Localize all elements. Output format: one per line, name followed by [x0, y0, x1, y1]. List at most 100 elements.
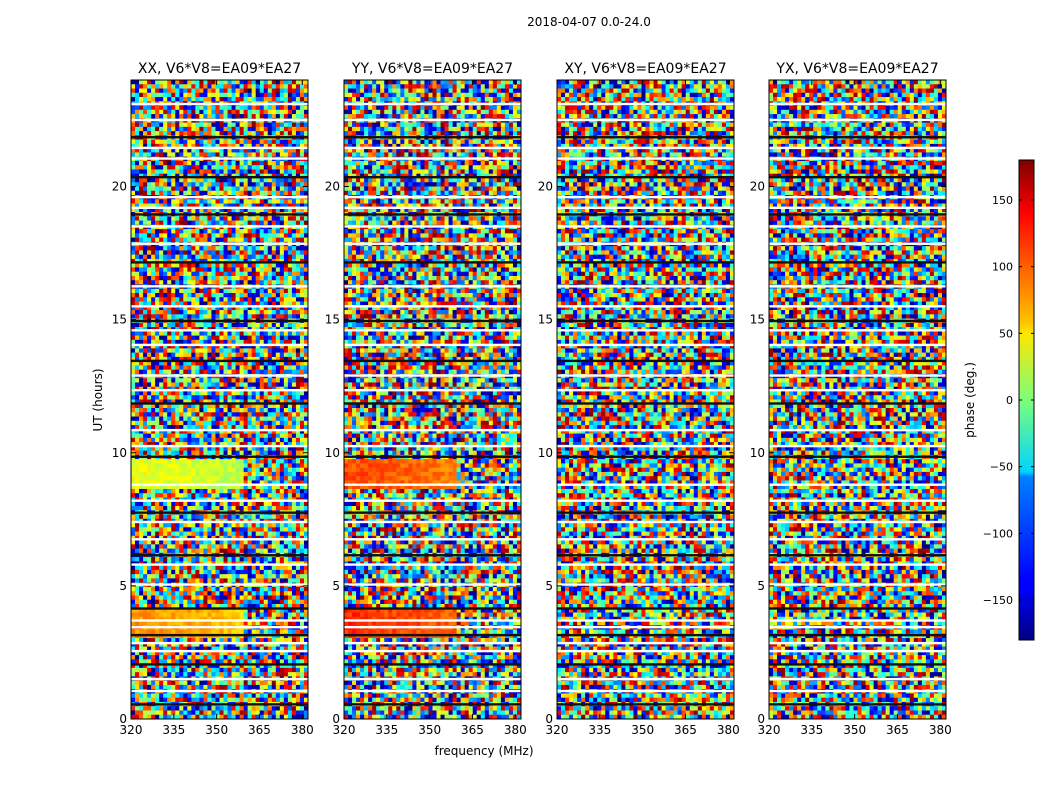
- heatmap-cell: [131, 169, 136, 175]
- heatmap-cell: [255, 429, 261, 434]
- heatmap-cell: [131, 352, 136, 358]
- heatmap-cell: [251, 263, 256, 268]
- heatmap-cell: [255, 237, 261, 243]
- heatmap-cell: [167, 165, 172, 170]
- heatmap-cell: [299, 310, 305, 315]
- heatmap-cell: [139, 126, 144, 132]
- heatmap-cell: [171, 293, 176, 298]
- heatmap-cell: [223, 182, 228, 187]
- heatmap-cell: [143, 356, 148, 362]
- heatmap-cell: [287, 390, 293, 396]
- heatmap-cell: [271, 356, 277, 362]
- heatmap-cell: [139, 493, 144, 498]
- heatmap-cell: [171, 143, 176, 149]
- heatmap-cell: [187, 165, 192, 170]
- heatmap-cell: [207, 399, 212, 405]
- heatmap-cell: [295, 527, 301, 532]
- heatmap-cell: [299, 344, 305, 349]
- heatmap-cell: [251, 361, 256, 366]
- heatmap-cell: [255, 467, 261, 473]
- heatmap-cell: [271, 488, 277, 494]
- heatmap-cell: [147, 480, 152, 485]
- heatmap-cell: [235, 267, 240, 272]
- heatmap-cell: [303, 80, 309, 85]
- heatmap-cell: [187, 331, 192, 336]
- heatmap-cell: [283, 293, 289, 298]
- heatmap-cell: [263, 339, 269, 345]
- heatmap-cell: [231, 531, 236, 537]
- heatmap-cell: [139, 331, 144, 336]
- heatmap-cell: [211, 437, 216, 443]
- heatmap-cell: [179, 109, 184, 115]
- heatmap-cell: [283, 88, 289, 94]
- heatmap-cell: [143, 114, 148, 119]
- heatmap-cell: [175, 199, 180, 204]
- heatmap-cell: [255, 344, 261, 349]
- heatmap-cell: [203, 429, 208, 434]
- heatmap-cell: [263, 97, 269, 102]
- heatmap-cell: [267, 467, 273, 473]
- heatmap-cell: [243, 352, 248, 358]
- heatmap-cell: [223, 169, 228, 175]
- heatmap-cell: [267, 352, 273, 358]
- heatmap-cell: [215, 335, 220, 341]
- heatmap-cell: [135, 131, 140, 136]
- heatmap-cell: [279, 476, 285, 481]
- heatmap-cell: [215, 390, 220, 396]
- heatmap-cell: [231, 378, 236, 383]
- heatmap-cell: [271, 339, 277, 345]
- heatmap-cell: [135, 114, 140, 119]
- heatmap-cell: [231, 348, 236, 353]
- heatmap-cell: [167, 365, 172, 370]
- heatmap-cell: [211, 288, 216, 294]
- heatmap-cell: [291, 143, 297, 149]
- heatmap-cell: [299, 527, 305, 532]
- heatmap-cell: [203, 80, 208, 85]
- heatmap-cell: [279, 152, 285, 157]
- heatmap-cell: [203, 437, 208, 443]
- heatmap-cell: [171, 557, 176, 562]
- heatmap-cell: [227, 335, 232, 341]
- heatmap-cell: [207, 335, 212, 341]
- heatmap-cell: [231, 288, 236, 294]
- heatmap-cell: [159, 182, 164, 187]
- heatmap-cell: [243, 348, 248, 353]
- heatmap-cell: [263, 246, 269, 251]
- heatmap-cell: [287, 548, 293, 554]
- heatmap-cell: [167, 97, 172, 102]
- heatmap-cell: [143, 369, 148, 375]
- heatmap-cell: [271, 229, 277, 234]
- heatmap-cell: [159, 92, 164, 98]
- heatmap-cell: [191, 480, 196, 485]
- heatmap-cell: [215, 356, 220, 362]
- heatmap-cell: [139, 450, 144, 456]
- heatmap-cell: [255, 131, 261, 136]
- heatmap-cell: [243, 88, 248, 94]
- heatmap-cell: [283, 250, 289, 255]
- heatmap-cell: [183, 114, 188, 119]
- heatmap-cell: [259, 92, 265, 98]
- heatmap-cell: [151, 412, 156, 417]
- heatmap-cell: [163, 450, 168, 456]
- heatmap-cell: [167, 369, 172, 375]
- heatmap-cell: [179, 246, 184, 251]
- heatmap-cell: [159, 412, 164, 417]
- heatmap-cell: [147, 395, 152, 400]
- heatmap-cell: [183, 437, 188, 443]
- heatmap-cell: [151, 199, 156, 204]
- heatmap-cell: [271, 390, 277, 396]
- heatmap-cell: [295, 165, 301, 170]
- heatmap-cell: [283, 544, 289, 549]
- heatmap-cell: [143, 395, 148, 400]
- heatmap-cell: [287, 131, 293, 136]
- heatmap-cell: [143, 390, 148, 396]
- heatmap-cell: [279, 446, 285, 451]
- heatmap-cell: [219, 301, 224, 307]
- heatmap-cell: [203, 229, 208, 234]
- heatmap-cell: [135, 250, 140, 255]
- heatmap-cell: [287, 506, 293, 511]
- heatmap-cell: [215, 97, 220, 102]
- heatmap-cell: [195, 216, 200, 221]
- heatmap-cell: [275, 356, 281, 362]
